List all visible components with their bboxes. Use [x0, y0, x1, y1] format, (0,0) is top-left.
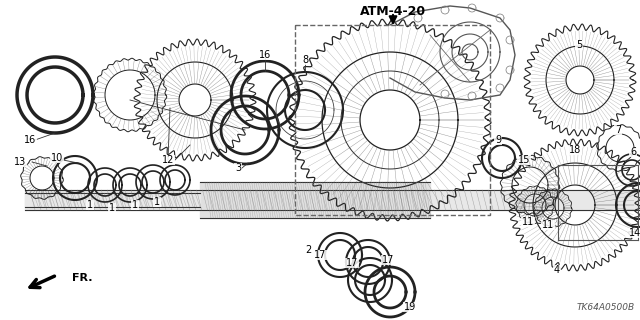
- Text: 1: 1: [87, 200, 93, 210]
- Text: 17: 17: [382, 255, 394, 265]
- Text: 5: 5: [576, 40, 582, 50]
- Text: FR.: FR.: [72, 273, 93, 283]
- Text: 12: 12: [162, 155, 174, 165]
- Text: ATM-4-20: ATM-4-20: [360, 5, 426, 18]
- Text: 16: 16: [259, 50, 271, 60]
- Text: TK64A0500B: TK64A0500B: [577, 303, 635, 312]
- Text: 2: 2: [305, 245, 311, 255]
- Text: 1: 1: [109, 203, 115, 213]
- Text: 18: 18: [569, 145, 581, 155]
- Text: 13: 13: [14, 157, 26, 167]
- Text: 1: 1: [132, 200, 138, 210]
- Text: 11: 11: [542, 220, 554, 230]
- Text: 14: 14: [629, 228, 640, 238]
- Text: 4: 4: [554, 265, 560, 275]
- Bar: [295, 25, 490, 215]
- Text: 16: 16: [24, 135, 36, 145]
- Text: 11: 11: [522, 217, 534, 227]
- Text: 3: 3: [235, 163, 241, 173]
- Text: 7: 7: [615, 125, 621, 135]
- Text: 15: 15: [518, 155, 530, 165]
- Text: 1: 1: [154, 197, 160, 207]
- Text: 17: 17: [346, 258, 358, 268]
- Text: 19: 19: [404, 302, 416, 312]
- Text: 9: 9: [495, 135, 501, 145]
- Text: 8: 8: [302, 55, 308, 65]
- Text: 17: 17: [314, 250, 326, 260]
- Text: 10: 10: [51, 153, 63, 163]
- Text: 6: 6: [630, 147, 636, 157]
